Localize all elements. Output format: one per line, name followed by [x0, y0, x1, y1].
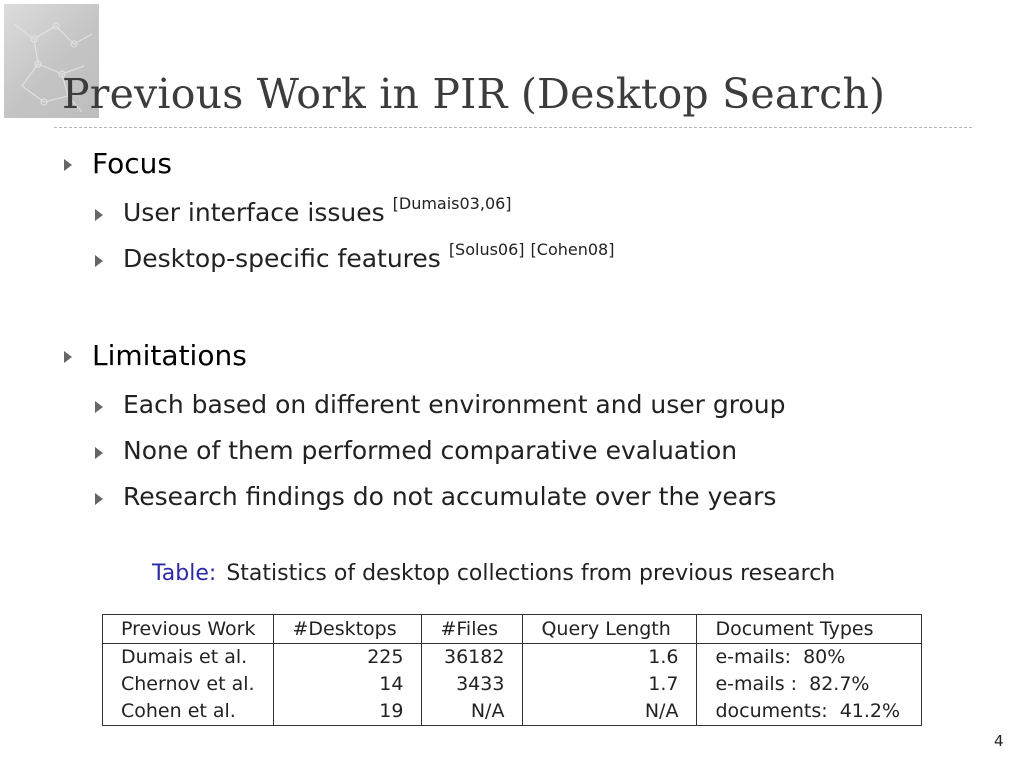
cell-desktops: 14 [273, 671, 422, 698]
bullet-arrow-icon [95, 401, 103, 413]
citation: [Cohen08] [530, 240, 615, 259]
bullet-arrow-icon [95, 493, 103, 505]
page-number: 4 [994, 732, 1004, 750]
table-row: Cohen et al. 19 N/A N/A documents: 41.2% [103, 698, 922, 726]
citation: [Solus06] [448, 240, 525, 259]
citation: [Dumais03,06] [392, 194, 512, 213]
title-divider [54, 127, 972, 128]
cell-query-length: 1.7 [522, 671, 697, 698]
col-desktops: #Desktops [273, 614, 422, 644]
cell-doc-types: e-mails: 80% [696, 643, 922, 671]
caption-label: Table: [152, 561, 217, 586]
cell-query-length: 1.6 [522, 643, 697, 671]
table-header-row: Previous Work #Desktops #Files Query Len… [102, 614, 922, 644]
cell-files: 36182 [421, 643, 523, 671]
bullet-arrow-icon [64, 351, 72, 363]
bullet-text: Desktop-specific features [123, 244, 441, 273]
cell-work: Chernov et al. [121, 673, 255, 695]
cell-desktops: 225 [273, 643, 422, 671]
table-row: Dumais et al. 225 36182 1.6 e-mails: 80% [103, 643, 922, 671]
bullet-arrow-icon [64, 159, 72, 171]
bullet-arrow-icon [95, 209, 103, 221]
col-document-types: Document Types [696, 614, 922, 644]
bullet-focus: Focus [92, 147, 172, 180]
caption-text: Statistics of desktop collections from p… [226, 561, 836, 586]
bullet-arrow-icon [95, 447, 103, 459]
col-query-length: Query Length [522, 614, 697, 644]
molecule-pattern-icon [13, 22, 93, 113]
slide-title: Previous Work in PIR (Desktop Search) [62, 70, 886, 118]
stats-table: Previous Work #Desktops #Files Query Len… [102, 614, 923, 726]
bullet-comparative: None of them performed comparative evalu… [123, 436, 738, 465]
bullet-limitations: Limitations [92, 339, 247, 372]
cell-work: Dumais et al. [121, 646, 248, 668]
corner-decoration [4, 4, 99, 118]
bullet-arrow-icon [95, 255, 103, 267]
col-files: #Files [421, 614, 523, 644]
table-caption: Table: Statistics of desktop collections … [152, 561, 835, 586]
cell-desktops: 19 [273, 698, 422, 726]
bullet-desktop-features: Desktop-specific features [Solus06] [Cohen… [123, 240, 614, 273]
bullet-environment: Each based on different environment and … [123, 390, 786, 419]
col-previous-work: Previous Work [102, 614, 274, 644]
table-row: Chernov et al. 14 3433 1.7 e-mails : 82.… [103, 671, 922, 698]
cell-work: Cohen et al. [121, 700, 236, 722]
bullet-user-interface: User interface issues [Dumais03,06] [123, 194, 512, 227]
cell-files: 3433 [421, 671, 523, 698]
cell-query-length: N/A [522, 698, 697, 726]
cell-doc-types: documents: 41.2% [696, 698, 922, 726]
bullet-findings: Research findings do not accumulate over… [123, 482, 777, 511]
bullet-text: User interface issues [123, 198, 385, 227]
cell-doc-types: e-mails : 82.7% [696, 671, 922, 698]
cell-files: N/A [421, 698, 523, 726]
